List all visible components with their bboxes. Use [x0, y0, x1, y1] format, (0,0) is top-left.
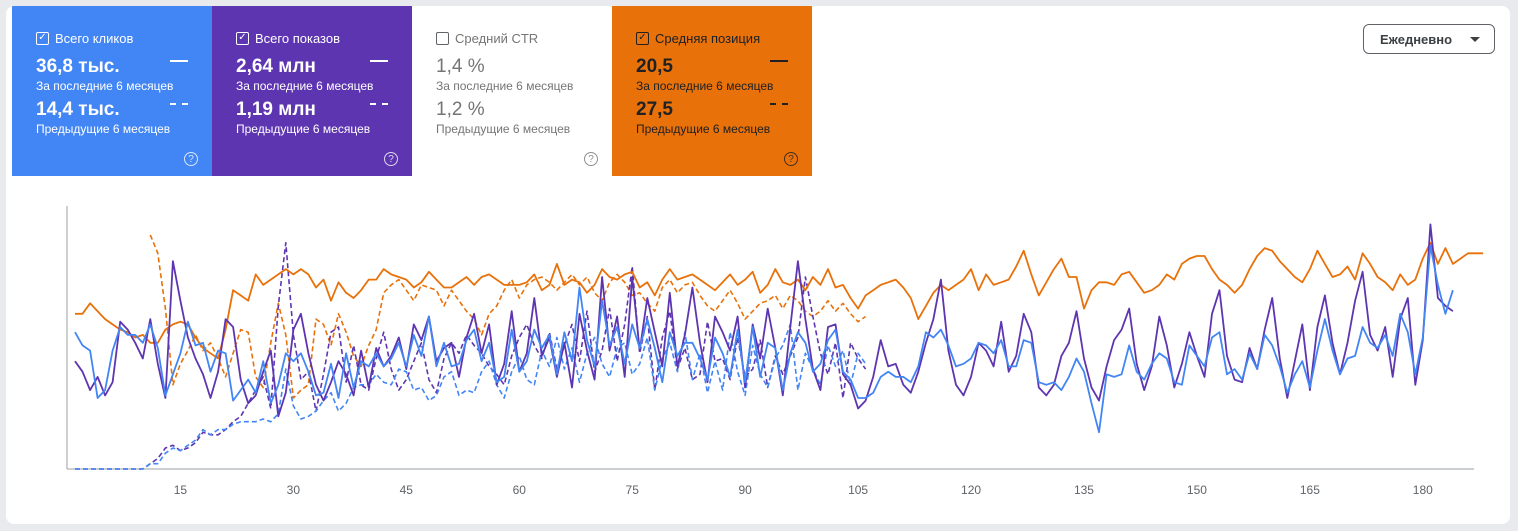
help-icon[interactable]: ? — [584, 152, 598, 166]
metric-previous: 1,2 % Предыдущие 6 месяцев — [436, 99, 612, 137]
card-header: ✓ Средняя позиция — [636, 26, 812, 50]
dashed-line-icon — [170, 103, 188, 105]
x-tick-label: 60 — [513, 483, 527, 497]
help-icon[interactable]: ? — [784, 152, 798, 166]
series-line-previous — [75, 323, 867, 470]
series-line-current — [74, 223, 1454, 418]
metric-period: За последние 6 месяцев — [436, 79, 574, 93]
metric-current: 2,64 млн За последние 6 месяцев — [236, 56, 412, 94]
card-average-ctr[interactable]: Средний CTR 1,4 % За последние 6 месяцев… — [412, 6, 612, 176]
checkbox-icon[interactable]: ✓ — [236, 31, 249, 45]
x-tick-label: 135 — [1074, 483, 1094, 497]
series-layer — [74, 223, 1484, 470]
metric-period: Предыдущие 6 месяцев — [436, 122, 571, 136]
checkbox-icon[interactable]: ✓ — [36, 31, 49, 45]
metric-period: Предыдущие 6 месяцев — [36, 122, 171, 136]
series-line-current — [75, 241, 1484, 360]
x-tick-label: 15 — [174, 483, 188, 497]
dashed-line-icon — [370, 103, 388, 105]
help-icon[interactable]: ? — [184, 152, 198, 166]
card-total-clicks[interactable]: ✓ Всего кликов 36,8 тыс. За последние 6 … — [12, 6, 212, 176]
solid-line-icon — [170, 60, 188, 62]
help-icon[interactable]: ? — [384, 152, 398, 166]
metric-previous: 27,5 Предыдущие 6 месяцев — [636, 99, 812, 137]
metric-period: Предыдущие 6 месяцев — [636, 122, 771, 136]
metric-value: 27,5 — [636, 99, 673, 120]
metric-value: 1,4 % — [436, 56, 485, 77]
metric-period: За последние 6 месяцев — [36, 79, 174, 93]
metric-current: 1,4 % За последние 6 месяцев — [436, 56, 612, 94]
x-tick-label: 180 — [1413, 483, 1433, 497]
metric-period: За последние 6 месяцев — [236, 79, 374, 93]
metric-value: 36,8 тыс. — [36, 56, 120, 77]
series-line-previous — [149, 234, 867, 399]
metric-value: 2,64 млн — [236, 56, 316, 77]
x-tick-label: 105 — [848, 483, 868, 497]
x-tick-label: 150 — [1187, 483, 1207, 497]
metric-value: 20,5 — [636, 56, 673, 77]
x-tick-label: 30 — [287, 483, 301, 497]
checkbox-icon[interactable]: ✓ — [636, 31, 649, 45]
dashed-line-icon — [770, 103, 788, 105]
metric-value: 1,19 млн — [236, 99, 316, 120]
card-label: Средний CTR — [455, 30, 539, 46]
card-header: ✓ Всего показов — [236, 26, 412, 50]
card-label: Всего показов — [255, 30, 340, 46]
metric-previous: 1,19 млн Предыдущие 6 месяцев — [236, 99, 412, 137]
card-label: Средняя позиция — [655, 30, 761, 46]
metric-period: Предыдущие 6 месяцев — [236, 122, 371, 136]
solid-line-icon — [370, 60, 388, 62]
metric-current: 36,8 тыс. За последние 6 месяцев — [36, 56, 212, 94]
performance-panel: ✓ Всего кликов 36,8 тыс. За последние 6 … — [6, 6, 1510, 524]
solid-line-icon — [770, 60, 788, 62]
x-tick-label: 45 — [400, 483, 414, 497]
x-tick-labels: 15 30 45 60 75 90 105 120 135 150 165 180 — [174, 483, 1433, 497]
series-line-current — [74, 244, 1454, 434]
card-average-position[interactable]: ✓ Средняя позиция 20,5 За последние 6 ме… — [612, 6, 812, 176]
x-tick-label: 90 — [738, 483, 752, 497]
metric-value: 14,4 тыс. — [36, 99, 120, 120]
checkbox-icon[interactable] — [436, 31, 449, 45]
x-tick-label: 120 — [961, 483, 981, 497]
performance-chart[interactable]: 15 30 45 60 75 90 105 120 135 150 165 180 — [6, 6, 1510, 524]
card-header: ✓ Всего кликов — [36, 26, 212, 50]
metric-value: 1,2 % — [436, 99, 485, 120]
granularity-selected: Ежедневно — [1380, 31, 1453, 47]
metric-current: 20,5 За последние 6 месяцев — [636, 56, 812, 94]
chevron-down-icon — [1470, 37, 1480, 42]
card-header: Средний CTR — [436, 26, 612, 50]
x-tick-label: 75 — [626, 483, 640, 497]
card-total-impressions[interactable]: ✓ Всего показов 2,64 млн За последние 6 … — [212, 6, 412, 176]
metric-previous: 14,4 тыс. Предыдущие 6 месяцев — [36, 99, 212, 137]
card-label: Всего кликов — [55, 30, 134, 46]
metric-period: За последние 6 месяцев — [636, 79, 774, 93]
granularity-dropdown[interactable]: Ежедневно — [1363, 24, 1495, 54]
x-tick-label: 165 — [1300, 483, 1320, 497]
